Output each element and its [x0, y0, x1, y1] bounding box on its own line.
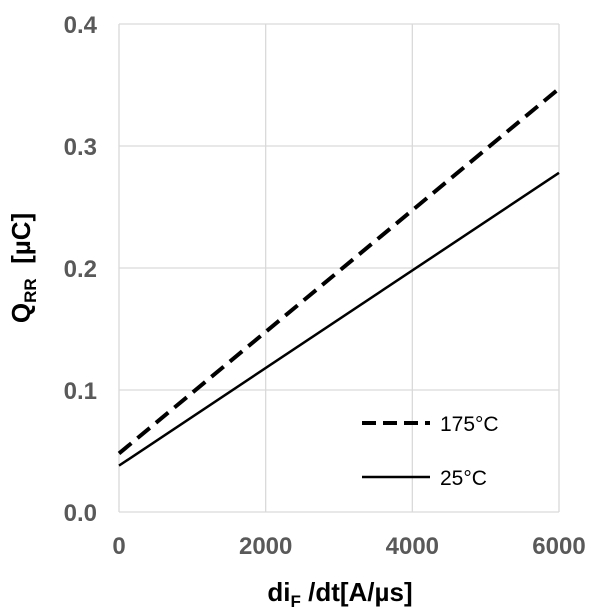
series-lines	[117, 87, 561, 467]
y-tick-label-2: 0.2	[64, 256, 97, 283]
y-axis-label-subscript: RR	[21, 278, 40, 303]
x-tick-label-2: 4000	[386, 533, 439, 560]
grid-lines	[118, 23, 560, 513]
x-axis-label: diF /dt[A/µs]	[267, 577, 412, 611]
legend: 175°C 25°C	[362, 413, 499, 490]
x-tick-label-3: 6000	[532, 533, 585, 560]
x-axis-label-subscript: F	[290, 592, 300, 611]
y-tick-labels: 0.0 0.1 0.2 0.3 0.4	[64, 12, 98, 527]
series-line-175c	[117, 87, 561, 455]
y-tick-label-3: 0.3	[64, 134, 97, 161]
y-axis-label: QRR [µC]	[6, 213, 40, 323]
y-tick-label-0: 0.0	[64, 500, 97, 527]
x-tick-label-0: 0	[112, 533, 125, 560]
series-line-25c	[118, 171, 560, 467]
y-tick-label-4: 0.4	[64, 12, 98, 39]
x-tick-labels: 0 2000 4000 6000	[112, 533, 585, 560]
y-tick-label-1: 0.1	[64, 378, 97, 405]
legend-label-25c: 25°C	[440, 467, 487, 490]
legend-label-175c: 175°C	[440, 413, 499, 436]
x-tick-label-1: 2000	[239, 533, 292, 560]
